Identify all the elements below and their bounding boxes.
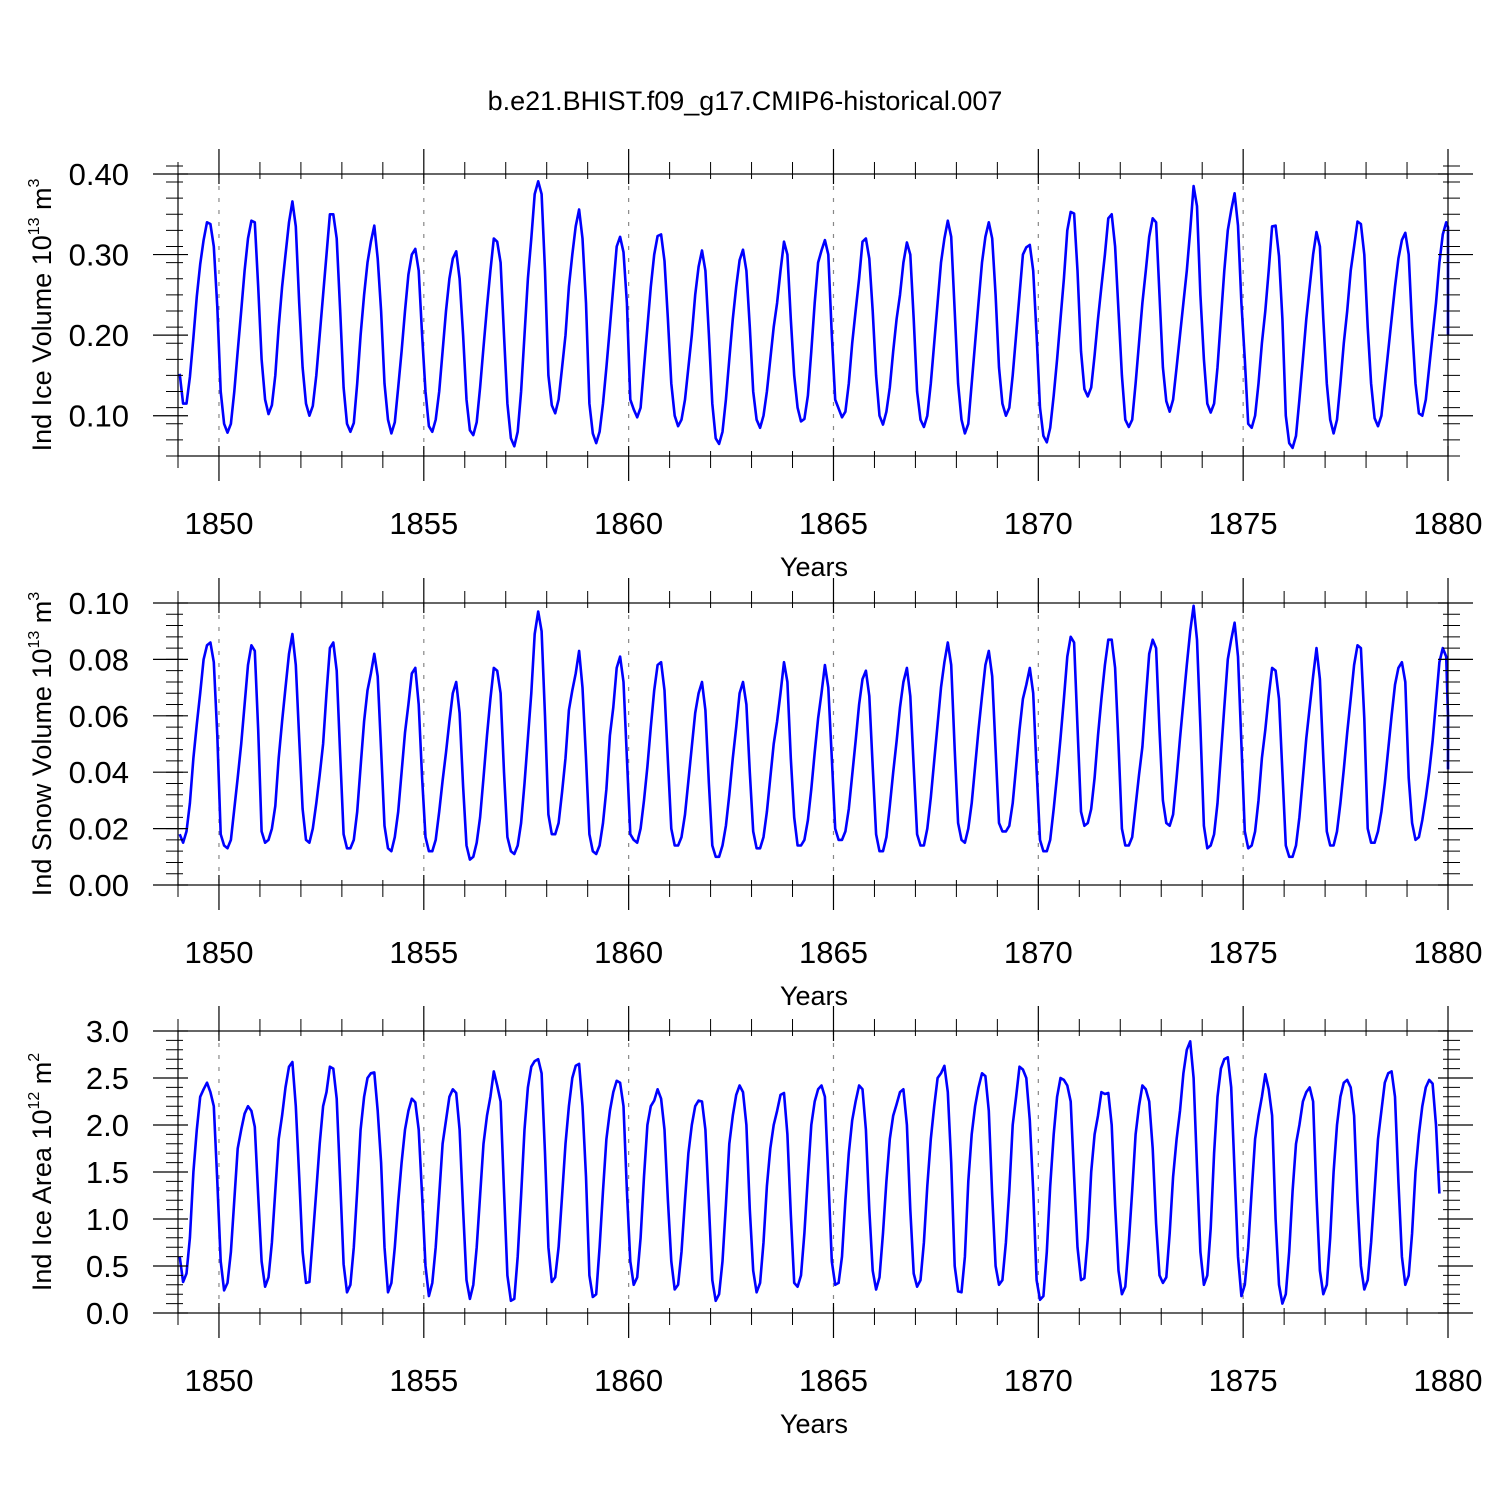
- tick-labels: 1850 1855 1860 1865 1870 1875 1880 0.00 0.02 0.04…: [69, 586, 1483, 970]
- x-tick-label: 1865: [799, 506, 868, 541]
- series-line-group: [178, 180, 1450, 450]
- x-tick-label: 1850: [184, 1363, 253, 1398]
- axis-ticks: [153, 578, 1473, 910]
- x-tick-label: 1865: [799, 1363, 868, 1398]
- y-axis-label-unit-exponent: 3: [26, 592, 43, 601]
- x-tick-label: 1855: [389, 506, 458, 541]
- y-tick-label: 0.0: [86, 1296, 129, 1331]
- x-tick-label: 1855: [389, 1363, 458, 1398]
- x-tick-label: 1870: [1004, 506, 1073, 541]
- y-tick-label: 1.0: [86, 1202, 129, 1237]
- series-line-group: [178, 604, 1450, 861]
- y-axis-label-unit-exponent: 2: [26, 1053, 43, 1062]
- y-tick-label: 0.10: [69, 586, 129, 621]
- x-tick-label: 1865: [799, 935, 868, 970]
- y-tick-label: 0.10: [69, 399, 129, 434]
- y-tick-label: 0.08: [69, 642, 129, 677]
- x-tick-label: 1875: [1209, 506, 1278, 541]
- y-tick-label: 2.0: [86, 1108, 129, 1143]
- x-tick-label: 1860: [594, 506, 663, 541]
- y-axis-label: Ind Snow Volume 1013 m3: [26, 592, 57, 896]
- panel-ice-area: 1850 1855 1860 1865 1870 1875 1880 0.0 0.5 1.0 1.5…: [26, 1006, 1482, 1439]
- y-tick-label: 0.5: [86, 1249, 129, 1284]
- x-tick-label: 1860: [594, 935, 663, 970]
- x-tick-label: 1860: [594, 1363, 663, 1398]
- y-tick-label: 0.02: [69, 812, 129, 847]
- tick-labels: 1850 1855 1860 1865 1870 1875 1880 0.0 0.5 1.0 1.5…: [86, 1014, 1483, 1398]
- y-axis-label-prefix: Ind Ice Area 10: [27, 1110, 57, 1292]
- y-axis-label: Ind Ice Volume 1013 m3: [26, 178, 57, 451]
- x-axis-label: Years: [780, 1409, 848, 1439]
- y-tick-label: 1.5: [86, 1155, 129, 1190]
- y-axis-label-exponent: 13: [26, 217, 43, 235]
- y-tick-label: 2.5: [86, 1061, 129, 1096]
- y-tick-label: 3.0: [86, 1014, 129, 1049]
- x-tick-label: 1850: [184, 935, 253, 970]
- series-line-group: [178, 1040, 1441, 1305]
- series-line: [178, 604, 1450, 861]
- x-tick-label: 1850: [184, 506, 253, 541]
- panel-ice-volume: 1850 1855 1860 1865 1870 1875 1880 0.10 0.20 0.30…: [26, 149, 1482, 582]
- y-tick-label: 0.40: [69, 157, 129, 192]
- y-tick-label: 0.00: [69, 868, 129, 903]
- plot-frame: [177, 1030, 1449, 1314]
- plot-frame: [177, 602, 1449, 886]
- y-axis-label-unit: m: [27, 601, 57, 631]
- x-tick-label: 1870: [1004, 935, 1073, 970]
- y-axis-label-prefix: Ind Ice Volume 10: [27, 235, 57, 451]
- series-line: [178, 180, 1450, 450]
- y-axis-label-unit-exponent: 3: [26, 178, 43, 187]
- x-tick-label: 1880: [1414, 1363, 1483, 1398]
- y-tick-label: 0.20: [69, 318, 129, 353]
- tick-labels: 1850 1855 1860 1865 1870 1875 1880 0.10 0.20 0.30…: [69, 157, 1483, 541]
- panel-snow-volume: 1850 1855 1860 1865 1870 1875 1880 0.00 0.02 0.04…: [26, 578, 1482, 1011]
- y-tick-label: 0.06: [69, 699, 129, 734]
- y-tick-label: 0.04: [69, 755, 129, 790]
- x-tick-label: 1875: [1209, 935, 1278, 970]
- x-tick-label: 1870: [1004, 1363, 1073, 1398]
- y-tick-label: 0.30: [69, 238, 129, 273]
- plot-frame: [177, 173, 1449, 457]
- chart-title: b.e21.BHIST.f09_g17.CMIP6-historical.007: [488, 86, 1003, 116]
- y-axis-label-prefix: Ind Snow Volume 10: [27, 649, 57, 897]
- x-tick-label: 1880: [1414, 935, 1483, 970]
- x-tick-label: 1875: [1209, 1363, 1278, 1398]
- y-axis-label-unit: m: [27, 187, 57, 217]
- axis-ticks: [153, 149, 1473, 481]
- y-axis-label-exponent: 12: [26, 1092, 43, 1110]
- series-line: [178, 1040, 1441, 1305]
- x-tick-label: 1855: [389, 935, 458, 970]
- y-axis-label-exponent: 13: [26, 631, 43, 649]
- x-tick-label: 1880: [1414, 506, 1483, 541]
- x-axis-label: Years: [780, 981, 848, 1011]
- axis-ticks: [153, 1006, 1473, 1338]
- x-axis-label: Years: [780, 552, 848, 582]
- y-axis-label: Ind Ice Area 1012 m2: [26, 1053, 57, 1291]
- y-axis-label-unit: m: [27, 1062, 57, 1092]
